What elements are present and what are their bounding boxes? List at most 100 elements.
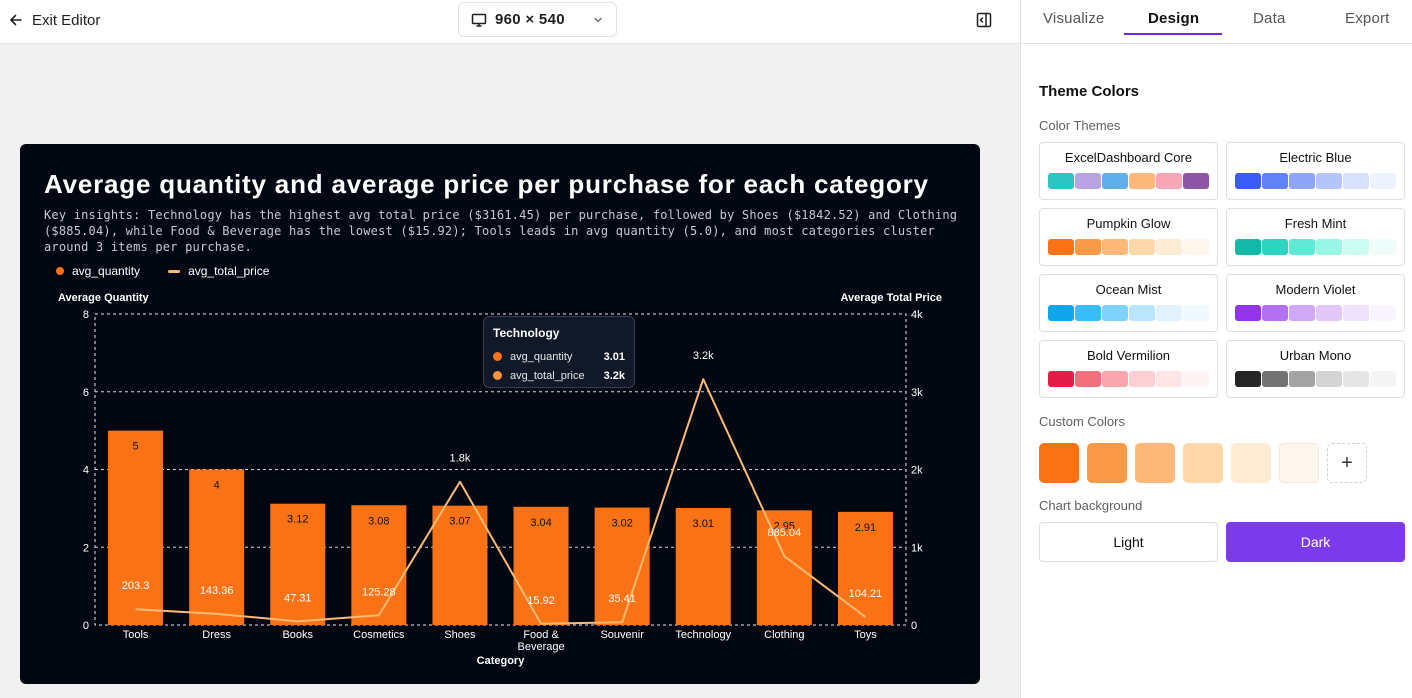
theme-swatches	[1048, 305, 1209, 321]
legend-dot-icon	[56, 267, 64, 275]
theme-card-urban-mono[interactable]: Urban Mono	[1226, 340, 1405, 398]
theme-name: Urban Mono	[1279, 348, 1352, 363]
line-value-label: 203.3	[122, 580, 150, 592]
color-swatch	[1316, 173, 1342, 189]
panel-toggle-icon[interactable]	[975, 11, 993, 29]
line-value-label: 885.04	[768, 527, 802, 539]
background-light-button[interactable]: Light	[1039, 522, 1218, 562]
color-swatch	[1316, 239, 1342, 255]
chart-title: Average quantity and average price per p…	[44, 169, 929, 199]
color-swatch	[1289, 371, 1315, 387]
custom-color-swatch[interactable]	[1135, 443, 1175, 483]
custom-color-swatch[interactable]	[1183, 443, 1223, 483]
bar	[756, 510, 812, 625]
color-swatch	[1316, 305, 1342, 321]
y-tick-label: 0	[83, 620, 89, 632]
color-swatch	[1048, 239, 1074, 255]
arrow-left-icon	[10, 14, 22, 26]
add-color-button[interactable]: +	[1327, 443, 1367, 483]
custom-color-swatch[interactable]	[1087, 443, 1127, 483]
price-line	[135, 378, 867, 625]
background-dark-button[interactable]: Dark	[1226, 522, 1405, 562]
theme-card-electric-blue[interactable]: Electric Blue	[1226, 142, 1405, 200]
chart-canvas[interactable]: Average quantity and average price per p…	[20, 144, 980, 684]
color-swatch	[1262, 305, 1288, 321]
legend-item-avg-quantity[interactable]: avg_quantity	[56, 264, 140, 278]
color-swatch	[1048, 305, 1074, 321]
theme-card-pumpkin-glow[interactable]: Pumpkin Glow	[1039, 208, 1218, 266]
x-tick-label: Technology	[675, 629, 731, 641]
color-swatch	[1156, 305, 1182, 321]
line-value-label: 35.41	[608, 593, 636, 605]
theme-swatches	[1235, 371, 1396, 387]
chart-background-label: Chart background	[1039, 498, 1143, 513]
legend-item-avg-total-price[interactable]: avg_total_price	[168, 264, 269, 278]
exit-editor-label: Exit Editor	[32, 11, 101, 29]
y-tick-label: 6	[83, 387, 89, 399]
x-tick-label: Clothing	[764, 629, 804, 641]
line-value-label: 125.28	[362, 586, 396, 598]
color-swatch	[1343, 305, 1369, 321]
color-swatch	[1129, 239, 1155, 255]
theme-card-ocean-mist[interactable]: Ocean Mist	[1039, 274, 1218, 332]
line-value-label: 47.31	[284, 592, 312, 604]
color-swatch	[1289, 173, 1315, 189]
custom-color-swatch[interactable]	[1231, 443, 1271, 483]
tab-visualize[interactable]: Visualize	[1043, 10, 1105, 27]
theme-colors-heading: Theme Colors	[1039, 83, 1140, 100]
color-swatch	[1102, 239, 1128, 255]
custom-color-swatch[interactable]	[1279, 443, 1319, 483]
exit-editor-button[interactable]: Exit Editor	[8, 9, 100, 31]
combo-chart: 0 0 2 1k 4 2k 6 3k 8 4k Average Quantity Average To…	[58, 292, 942, 667]
theme-name: Ocean Mist	[1095, 282, 1162, 297]
y2-tick-label: 4k	[911, 309, 923, 321]
theme-card-exceldashboard-core[interactable]: ExcelDashboard Core	[1039, 142, 1218, 200]
theme-swatches	[1048, 239, 1209, 255]
bar	[837, 511, 893, 625]
line-value-label: 143.36	[200, 585, 234, 597]
custom-color-swatch[interactable]	[1039, 443, 1079, 483]
line-value-label: 3.2k	[693, 350, 714, 362]
color-swatch	[1183, 239, 1209, 255]
tooltip-title: Technology	[493, 326, 560, 340]
chart-legend: avg_quantity avg_total_price	[56, 264, 269, 278]
chevron-down-icon	[594, 17, 602, 23]
color-swatch	[1183, 173, 1209, 189]
color-swatch	[1075, 371, 1101, 387]
bar-value-label: 3.01	[693, 518, 714, 530]
theme-swatches	[1235, 239, 1396, 255]
bar	[351, 505, 407, 625]
bar	[270, 503, 326, 625]
canvas-size-select[interactable]: 960 × 540	[458, 2, 617, 37]
canvas-size-value: 960 × 540	[495, 11, 565, 28]
tooltip-label: avg_quantity	[510, 350, 573, 363]
color-swatch	[1156, 173, 1182, 189]
y2-tick-label: 1k	[911, 542, 923, 554]
line-value-label: 104.21	[849, 588, 883, 600]
panel-tabs: Visualize Design Data Export	[1021, 0, 1412, 44]
bar-value-label: 4	[214, 480, 220, 492]
theme-swatches	[1235, 305, 1396, 321]
x-tick-label: Shoes	[444, 629, 476, 641]
color-swatch	[1156, 371, 1182, 387]
color-swatch	[1235, 371, 1261, 387]
theme-card-fresh-mint[interactable]: Fresh Mint	[1226, 208, 1405, 266]
color-themes-label: Color Themes	[1039, 118, 1121, 133]
color-swatch	[1262, 371, 1288, 387]
color-swatch	[1102, 371, 1128, 387]
tooltip-label: avg_total_price	[510, 369, 585, 382]
tab-export[interactable]: Export	[1345, 10, 1390, 27]
color-swatch	[1048, 371, 1074, 387]
color-swatch	[1102, 173, 1128, 189]
theme-name: ExcelDashboard Core	[1064, 150, 1193, 165]
tab-data[interactable]: Data	[1253, 10, 1286, 27]
color-swatch	[1129, 371, 1155, 387]
theme-card-modern-violet[interactable]: Modern Violet	[1226, 274, 1405, 332]
x-tick-label: Food &	[523, 629, 559, 641]
bar	[513, 506, 569, 625]
color-swatch	[1102, 305, 1128, 321]
theme-card-bold-vermilion[interactable]: Bold Vermilion	[1039, 340, 1218, 398]
bar	[675, 507, 731, 625]
bar-value-label: 5	[132, 441, 138, 453]
tab-design[interactable]: Design	[1148, 10, 1200, 27]
